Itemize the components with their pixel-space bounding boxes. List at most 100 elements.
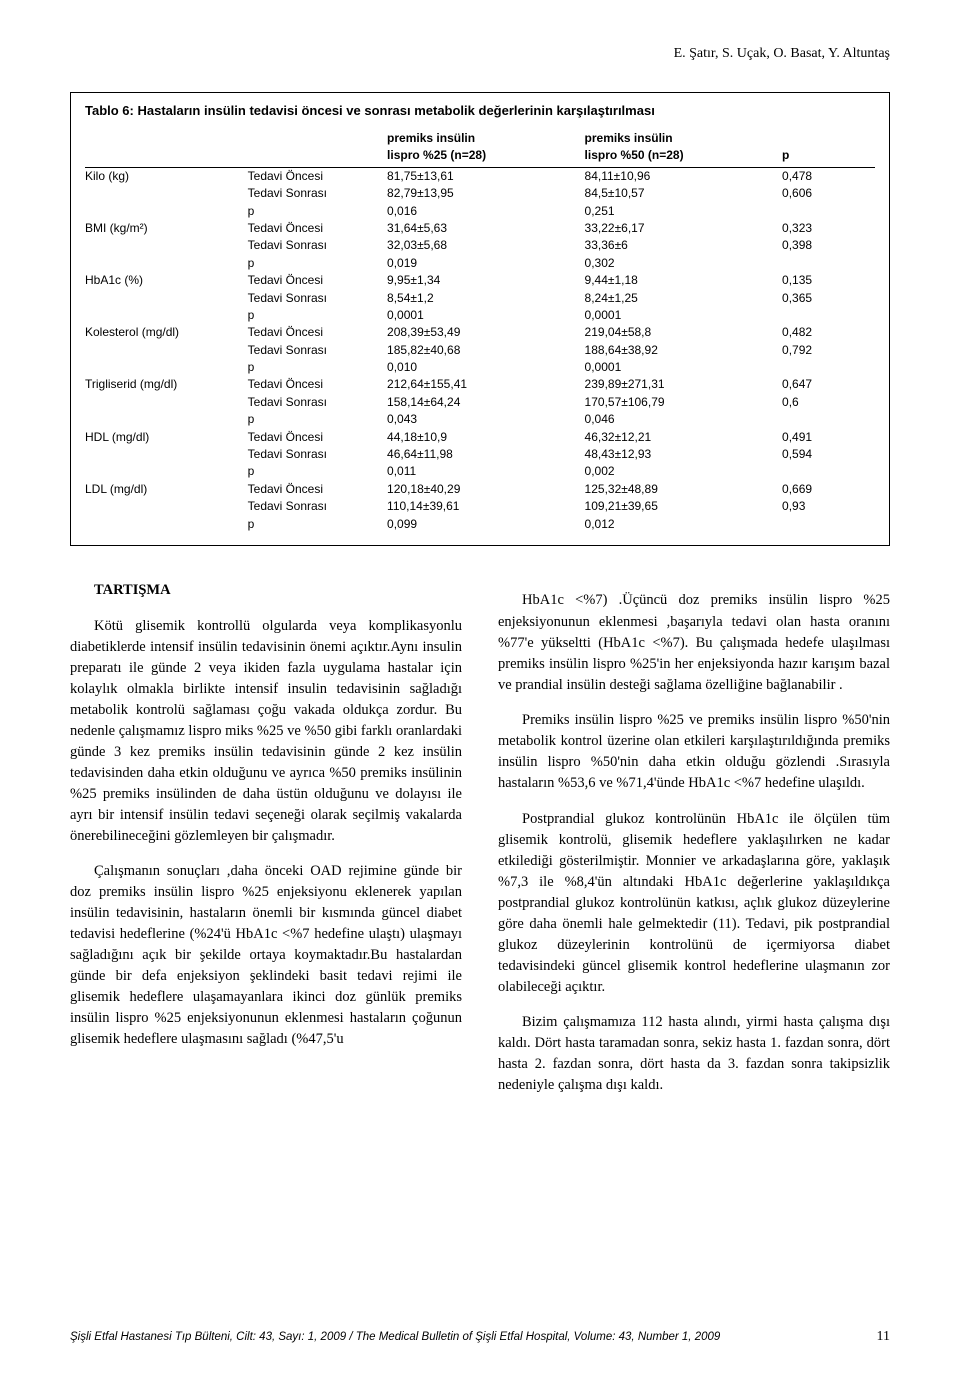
cell-a: 158,14±64,24 <box>387 394 585 411</box>
section-heading: TARTIŞMA <box>70 580 462 601</box>
cell-b: 84,11±10,96 <box>585 167 783 185</box>
cell-b: 0,0001 <box>585 359 783 376</box>
cell-a: 0,016 <box>387 203 585 220</box>
cell-param: Kilo (kg) <box>85 167 248 185</box>
th-col-b-l1: premiks insülin <box>585 131 673 145</box>
cell-stage: p <box>248 516 387 533</box>
cell-b: 9,44±1,18 <box>585 272 783 289</box>
cell-param: Kolesterol (mg/dl) <box>85 324 248 341</box>
cell-param <box>85 446 248 463</box>
cell-stage: p <box>248 359 387 376</box>
table-row: Kolesterol (mg/dl)Tedavi Öncesi208,39±53… <box>85 324 875 341</box>
cell-p: 0,6 <box>782 394 875 411</box>
cell-b: 0,0001 <box>585 307 783 324</box>
cell-stage: Tedavi Öncesi <box>248 220 387 237</box>
cell-a: 0,0001 <box>387 307 585 324</box>
table-row: Tedavi Sonrası185,82±40,68188,64±38,920,… <box>85 342 875 359</box>
authors-line: E. Şatır, S. Uçak, O. Basat, Y. Altuntaş <box>70 46 890 62</box>
cell-a: 44,18±10,9 <box>387 429 585 446</box>
cell-b: 48,43±12,93 <box>585 446 783 463</box>
table-row: p0,0190,302 <box>85 255 875 272</box>
table-row: Tedavi Sonrası46,64±11,9848,43±12,930,59… <box>85 446 875 463</box>
table-row: p0,0430,046 <box>85 411 875 428</box>
table6-box: Tablo 6: Hastaların insülin tedavisi önc… <box>70 92 890 546</box>
cell-p <box>782 255 875 272</box>
cell-stage: Tedavi Öncesi <box>248 481 387 498</box>
cell-param <box>85 255 248 272</box>
table-row: Tedavi Sonrası110,14±39,61109,21±39,650,… <box>85 498 875 515</box>
th-col-b: premiks insülin lispro %50 (n=28) <box>585 128 783 167</box>
cell-p <box>782 516 875 533</box>
cell-b: 84,5±10,57 <box>585 185 783 202</box>
table6: premiks insülin lispro %25 (n=28) premik… <box>85 128 875 533</box>
footer-citation: Şişli Etfal Hastanesi Tıp Bülteni, Cilt:… <box>70 1331 720 1343</box>
table-row: p0,00010,0001 <box>85 307 875 324</box>
cell-a: 8,54±1,2 <box>387 290 585 307</box>
cell-b: 33,22±6,17 <box>585 220 783 237</box>
cell-p: 0,594 <box>782 446 875 463</box>
cell-stage: Tedavi Öncesi <box>248 324 387 341</box>
cell-param <box>85 516 248 533</box>
th-col-a-l2: lispro %25 (n=28) <box>387 148 486 162</box>
cell-stage: Tedavi Öncesi <box>248 376 387 393</box>
cell-a: 32,03±5,68 <box>387 237 585 254</box>
body-paragraph: Postprandial glukoz kontrolünün HbA1c il… <box>498 809 890 998</box>
body-paragraph: Bizim çalışmamıza 112 hasta alındı, yirm… <box>498 1012 890 1096</box>
cell-b: 8,24±1,25 <box>585 290 783 307</box>
left-column: TARTIŞMA Kötü glisemik kontrollü olgular… <box>70 576 462 1111</box>
cell-b: 0,002 <box>585 463 783 480</box>
cell-a: 0,099 <box>387 516 585 533</box>
cell-p <box>782 359 875 376</box>
cell-p: 0,135 <box>782 272 875 289</box>
cell-p <box>782 203 875 220</box>
th-blank1 <box>85 128 248 167</box>
th-p: p <box>782 128 875 167</box>
table-row: Tedavi Sonrası32,03±5,6833,36±60,398 <box>85 237 875 254</box>
cell-stage: Tedavi Sonrası <box>248 342 387 359</box>
cell-stage: p <box>248 307 387 324</box>
table-row: Tedavi Sonrası158,14±64,24170,57±106,790… <box>85 394 875 411</box>
cell-stage: Tedavi Öncesi <box>248 429 387 446</box>
cell-b: 0,302 <box>585 255 783 272</box>
cell-param <box>85 394 248 411</box>
cell-p: 0,365 <box>782 290 875 307</box>
cell-stage: Tedavi Sonrası <box>248 446 387 463</box>
cell-param: BMI (kg/m²) <box>85 220 248 237</box>
cell-p: 0,606 <box>782 185 875 202</box>
cell-p: 0,398 <box>782 237 875 254</box>
cell-stage: Tedavi Sonrası <box>248 185 387 202</box>
cell-stage: Tedavi Sonrası <box>248 237 387 254</box>
table-row: Trigliserid (mg/dl)Tedavi Öncesi212,64±1… <box>85 376 875 393</box>
th-blank2 <box>248 128 387 167</box>
table-row: Tedavi Sonrası82,79±13,9584,5±10,570,606 <box>85 185 875 202</box>
cell-p: 0,647 <box>782 376 875 393</box>
cell-p: 0,93 <box>782 498 875 515</box>
table-row: HbA1c (%)Tedavi Öncesi9,95±1,349,44±1,18… <box>85 272 875 289</box>
cell-p: 0,323 <box>782 220 875 237</box>
page-footer: Şişli Etfal Hastanesi Tıp Bülteni, Cilt:… <box>70 1329 890 1345</box>
cell-a: 0,043 <box>387 411 585 428</box>
th-col-a: premiks insülin lispro %25 (n=28) <box>387 128 585 167</box>
cell-p: 0,669 <box>782 481 875 498</box>
cell-a: 120,18±40,29 <box>387 481 585 498</box>
cell-stage: p <box>248 463 387 480</box>
cell-param <box>85 290 248 307</box>
table-row: HDL (mg/dl)Tedavi Öncesi44,18±10,946,32±… <box>85 429 875 446</box>
cell-param <box>85 359 248 376</box>
cell-b: 125,32±48,89 <box>585 481 783 498</box>
cell-stage: p <box>248 255 387 272</box>
cell-a: 46,64±11,98 <box>387 446 585 463</box>
th-col-a-l1: premiks insülin <box>387 131 475 145</box>
cell-param: HbA1c (%) <box>85 272 248 289</box>
table-row: p0,0100,0001 <box>85 359 875 376</box>
table-row: p0,0160,251 <box>85 203 875 220</box>
cell-param: LDL (mg/dl) <box>85 481 248 498</box>
cell-b: 219,04±58,8 <box>585 324 783 341</box>
cell-b: 0,012 <box>585 516 783 533</box>
cell-param <box>85 342 248 359</box>
cell-b: 109,21±39,65 <box>585 498 783 515</box>
cell-param <box>85 411 248 428</box>
cell-b: 0,251 <box>585 203 783 220</box>
body-paragraph: Premiks insülin lispro %25 ve premiks in… <box>498 710 890 794</box>
body-paragraph: Kötü glisemik kontrollü olgularda veya k… <box>70 616 462 847</box>
